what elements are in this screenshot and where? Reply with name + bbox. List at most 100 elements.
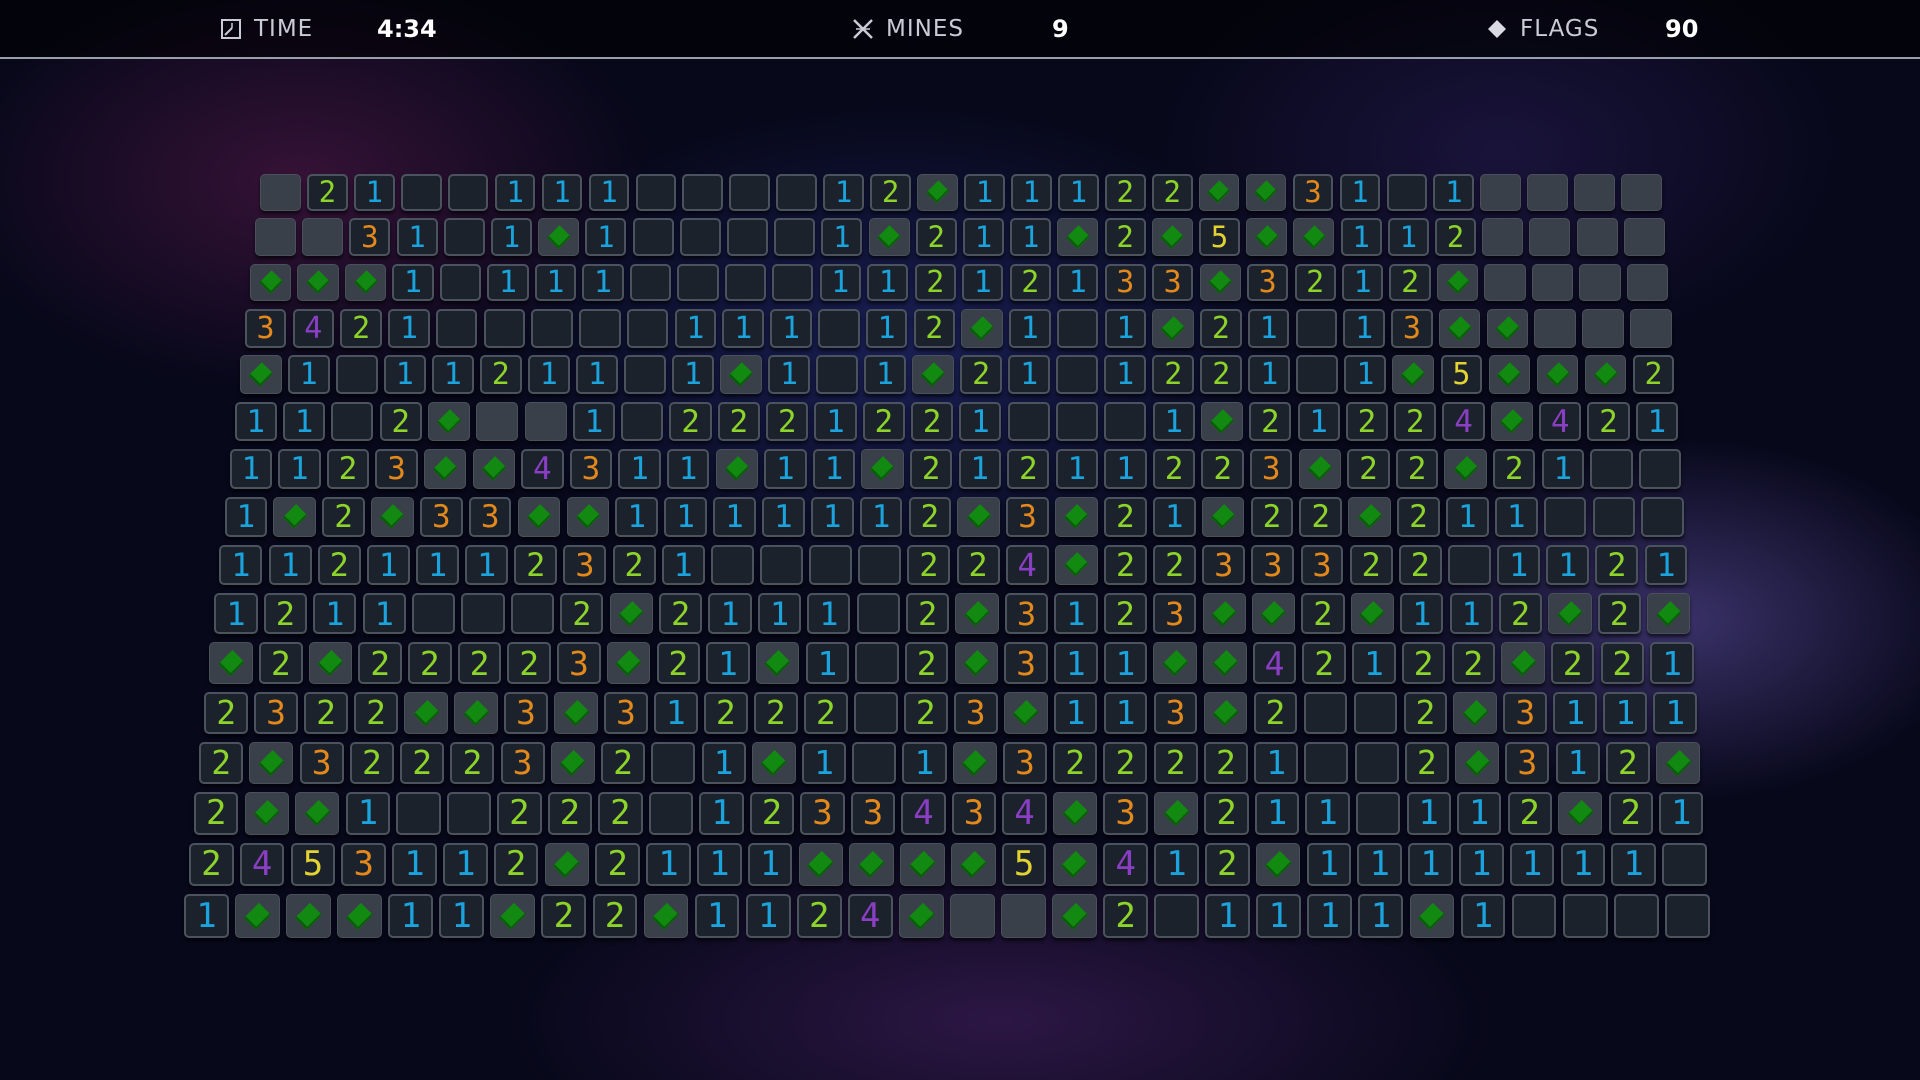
cell-number[interactable]: 3: [341, 842, 387, 887]
cell-number[interactable]: 2: [1104, 173, 1146, 211]
cell-unrevealed[interactable]: [1623, 218, 1665, 256]
cell-number[interactable]: 1: [1494, 496, 1538, 537]
cell-number[interactable]: 3: [1505, 741, 1550, 785]
cell-flagged[interactable]: [1198, 173, 1240, 211]
cell-number[interactable]: 2: [1398, 544, 1442, 586]
cell-number[interactable]: 4: [1005, 544, 1049, 586]
cell-flagged[interactable]: [1052, 842, 1098, 887]
cell-number[interactable]: 2: [1397, 496, 1440, 537]
cell-flagged[interactable]: [244, 791, 289, 835]
cell-number[interactable]: 1: [1306, 842, 1352, 887]
cell-number[interactable]: 4: [847, 894, 893, 939]
cell-number[interactable]: 1: [962, 263, 1004, 302]
cell-number[interactable]: 2: [1435, 218, 1476, 256]
cell-flagged[interactable]: [454, 691, 498, 734]
cell-number[interactable]: 3: [557, 642, 601, 684]
cell-number[interactable]: 1: [713, 496, 756, 537]
cell-flagged[interactable]: [235, 894, 280, 939]
cell-number[interactable]: 2: [322, 496, 365, 537]
cell-number[interactable]: 2: [1347, 449, 1390, 489]
cell-flagged[interactable]: [917, 173, 958, 211]
cell-empty[interactable]: [400, 173, 442, 211]
cell-empty[interactable]: [677, 263, 719, 302]
cell-flagged[interactable]: [609, 593, 653, 635]
cell-number[interactable]: 3: [1503, 691, 1548, 734]
cell-number[interactable]: 1: [701, 741, 746, 785]
cell-number[interactable]: 5: [290, 842, 336, 887]
cell-flagged[interactable]: [751, 741, 796, 785]
cell-flagged[interactable]: [404, 691, 448, 734]
cell-empty[interactable]: [648, 791, 694, 835]
cell-number[interactable]: 2: [1595, 544, 1639, 586]
cell-flagged[interactable]: [1203, 642, 1247, 684]
cell-empty[interactable]: [1638, 449, 1682, 489]
cell-number[interactable]: 1: [1054, 642, 1098, 684]
cell-number[interactable]: 1: [1008, 355, 1051, 395]
cell-flagged[interactable]: [957, 496, 1001, 537]
cell-number[interactable]: 2: [1152, 449, 1196, 489]
cell-empty[interactable]: [1303, 691, 1348, 734]
cell-number[interactable]: 3: [1153, 691, 1198, 734]
cell-number[interactable]: 2: [1203, 741, 1248, 785]
cell-number[interactable]: 2: [1345, 402, 1388, 442]
cell-number[interactable]: 1: [959, 402, 1002, 442]
cell-flagged[interactable]: [1438, 309, 1481, 348]
cell-flagged[interactable]: [849, 842, 894, 887]
cell-number[interactable]: 2: [669, 402, 712, 442]
cell-number[interactable]: 2: [450, 741, 495, 785]
cell-number[interactable]: 1: [1611, 842, 1656, 887]
cell-number[interactable]: 3: [1104, 263, 1146, 302]
cell-number[interactable]: 1: [1560, 842, 1606, 887]
cell-empty[interactable]: [776, 173, 818, 211]
cell-number[interactable]: 1: [224, 496, 268, 537]
cell-number[interactable]: 3: [1153, 593, 1197, 635]
cell-flagged[interactable]: [1486, 309, 1529, 348]
cell-flagged[interactable]: [1245, 173, 1287, 211]
cell-number[interactable]: 2: [1550, 642, 1595, 684]
cell-flagged[interactable]: [295, 791, 340, 835]
cell-flagged[interactable]: [1584, 355, 1627, 395]
cell-flagged[interactable]: [1246, 218, 1288, 256]
cell-number[interactable]: 2: [1204, 791, 1249, 835]
cell-unrevealed[interactable]: [302, 218, 344, 256]
cell-number[interactable]: 2: [1153, 741, 1198, 785]
cell-number[interactable]: 3: [1300, 544, 1344, 586]
cell-unrevealed[interactable]: [1534, 309, 1577, 348]
cell-number[interactable]: 2: [340, 309, 382, 348]
cell-number[interactable]: 2: [1103, 894, 1148, 939]
cell-number[interactable]: 2: [1053, 741, 1098, 785]
cell-number[interactable]: 2: [803, 691, 848, 734]
cell-number[interactable]: 3: [1103, 791, 1148, 835]
cell-flagged[interactable]: [1488, 355, 1531, 395]
cell-empty[interactable]: [1641, 496, 1685, 537]
cell-flagged[interactable]: [1293, 218, 1335, 256]
cell-number[interactable]: 2: [908, 496, 952, 537]
cell-number[interactable]: 1: [278, 449, 321, 489]
cell-empty[interactable]: [447, 173, 489, 211]
cell-number[interactable]: 1: [534, 263, 577, 302]
cell-number[interactable]: 2: [349, 741, 394, 785]
cell-flagged[interactable]: [517, 496, 561, 537]
cell-flagged[interactable]: [643, 894, 689, 939]
cell-number[interactable]: 1: [1358, 894, 1404, 939]
cell-number[interactable]: 1: [1650, 642, 1694, 684]
cell-number[interactable]: 2: [717, 402, 760, 442]
cell-number[interactable]: 1: [664, 496, 707, 537]
cell-flagged[interactable]: [273, 496, 317, 537]
cell-flagged[interactable]: [337, 894, 383, 939]
cell-number[interactable]: 1: [1352, 642, 1396, 684]
cell-number[interactable]: 1: [807, 593, 851, 635]
cell-number[interactable]: 2: [1349, 544, 1393, 586]
cell-empty[interactable]: [1662, 842, 1707, 887]
cell-empty[interactable]: [435, 309, 478, 348]
cell-unrevealed[interactable]: [524, 402, 567, 442]
cell-number[interactable]: 2: [1103, 593, 1147, 635]
cell-empty[interactable]: [621, 402, 664, 442]
cell-number[interactable]: 1: [1254, 741, 1299, 785]
cell-number[interactable]: 1: [214, 593, 258, 635]
cell-number[interactable]: 3: [569, 449, 613, 489]
cell-number[interactable]: 1: [814, 402, 857, 442]
cell-number[interactable]: 3: [299, 741, 344, 785]
cell-number[interactable]: 1: [757, 593, 802, 635]
cell-empty[interactable]: [629, 263, 672, 302]
